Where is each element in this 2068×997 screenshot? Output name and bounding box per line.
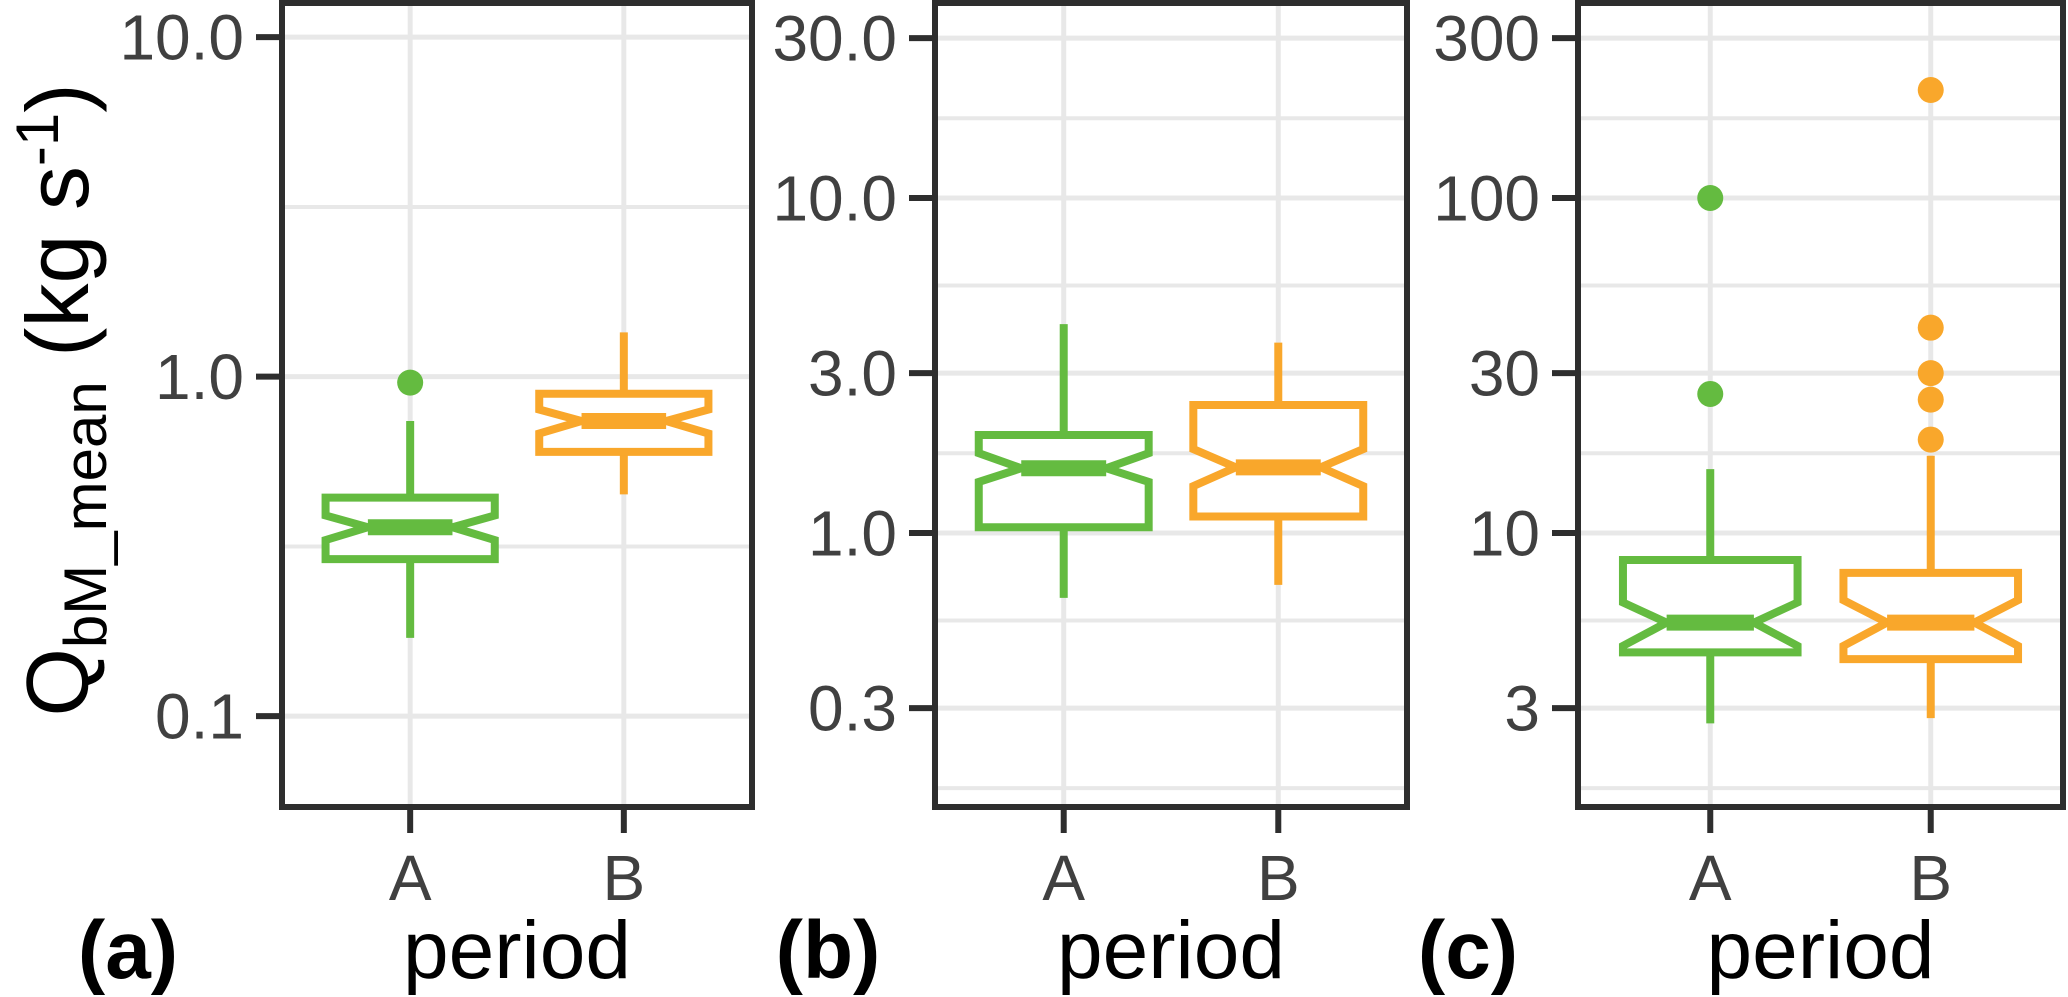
panel-c-x-axis-title: period — [1707, 905, 1935, 996]
y-axis-title-subscript: bM_mean — [52, 381, 119, 649]
panel-a-x-tick-label-B: B — [602, 842, 645, 914]
panel-letter-a: (a) — [78, 905, 178, 996]
boxplot-c-B-outlier-dot — [1917, 314, 1944, 341]
panel-b-y-tick-label: 0.3 — [808, 672, 897, 744]
panel-c-y-tick-label: 10 — [1469, 497, 1540, 569]
y-axis-title: QbM_mean (kg s-1) — [4, 83, 119, 717]
y-axis-title-base: Q — [8, 648, 107, 717]
panel-c-border — [1575, 0, 2066, 810]
panel-letter-b: (b) — [776, 905, 881, 996]
boxplot-a-A-outlier-dot — [397, 369, 424, 396]
panel-a-y-tick-label: 0.1 — [155, 681, 244, 753]
panel-b-y-tick-label: 10.0 — [772, 162, 897, 234]
panel-c-y-tick-label: 30 — [1469, 338, 1540, 410]
panel-c-y-tick-label: 3 — [1504, 672, 1540, 744]
panel-b-x-axis-title: period — [1057, 905, 1285, 996]
panel-letter-c: (c) — [1418, 905, 1518, 996]
panel-b-x-tick-label-B: B — [1257, 842, 1300, 914]
boxplot-c-B-outlier-dot — [1917, 386, 1944, 413]
boxplot-c-B-outlier-dot — [1917, 77, 1944, 104]
boxplot-c-B-outlier-dot — [1917, 426, 1944, 453]
y-axis-title-unit-close: ) — [8, 83, 107, 113]
panel-b-y-tick-label: 1.0 — [808, 497, 897, 569]
boxplot-c-A-box — [1618, 556, 1802, 657]
panel-a-x-axis-title: period — [403, 905, 631, 996]
panel-b-x-tick-label-A: A — [1042, 842, 1085, 914]
panel-c-y-tick-label: 100 — [1433, 162, 1540, 234]
y-axis-title-exponent: -1 — [4, 112, 71, 167]
panel-a-x-tick-label-A: A — [389, 842, 432, 914]
y-axis-title-unit: (kg s — [8, 166, 107, 382]
panel-b-y-tick-label: 30.0 — [772, 3, 897, 75]
boxplot-c-A-outlier-dot — [1697, 380, 1724, 407]
boxplot-c-B-outlier-dot — [1917, 360, 1944, 387]
panel-a-y-tick-label: 10.0 — [119, 1, 244, 73]
panel-a-border — [279, 0, 755, 810]
panel-c-y-tick-label: 300 — [1433, 3, 1540, 75]
boxplot-c-A-outlier-dot — [1697, 184, 1724, 211]
panel-c-background — [1578, 3, 2063, 807]
panel-a-y-tick-label: 1.0 — [155, 341, 244, 413]
panel-c-x-tick-label-A: A — [1689, 842, 1732, 914]
panel-b-border — [932, 0, 1410, 810]
panel-b-y-tick-label: 3.0 — [808, 338, 897, 410]
panel-c-x-tick-label-B: B — [1909, 842, 1952, 914]
boxplot-b-A-box — [974, 431, 1153, 532]
